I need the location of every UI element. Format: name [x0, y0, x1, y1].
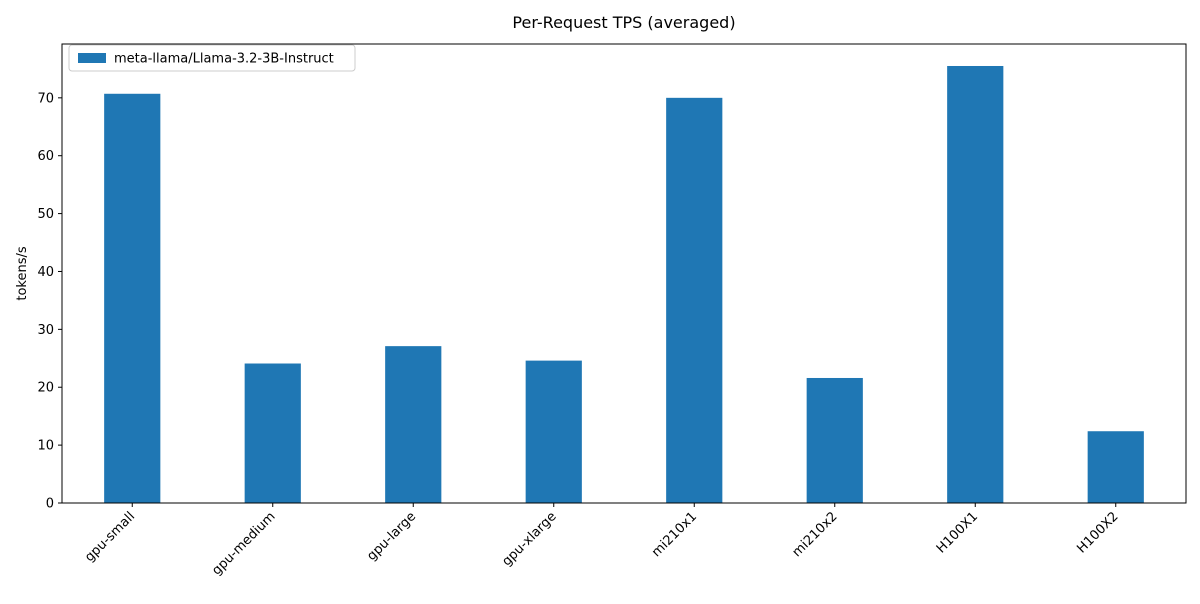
bar-gpu-small: [104, 93, 161, 503]
x-tick-label-gpu-medium: gpu-medium: [209, 509, 278, 578]
x-tick-label-H100X1: H100X1: [934, 509, 981, 556]
y-tick-label: 50: [37, 207, 54, 222]
plot-frame: [61, 43, 1187, 504]
bar-mi210x2: [806, 377, 863, 503]
y-tick-label: 60: [37, 149, 54, 164]
x-axis: gpu-small gpu-medium gpu-large gpu-xlarge mi…: [82, 503, 1122, 578]
legend-swatch: [78, 53, 106, 63]
y-tick-label: 40: [37, 265, 54, 280]
x-tick-label-gpu-large: gpu-large: [364, 509, 419, 564]
y-tick-label: 30: [37, 323, 54, 338]
legend-box: [68, 44, 356, 72]
y-axis-label: tokens/s: [15, 246, 30, 301]
chart-title: Per-Request TPS (averaged): [512, 13, 735, 32]
bars-group: [104, 65, 1144, 503]
x-tick-label-gpu-small: gpu-small: [82, 509, 138, 565]
y-tick-label: 10: [37, 439, 54, 454]
bar-mi210x1: [666, 97, 723, 503]
x-tick-label-mi210x1: mi210x1: [649, 509, 700, 560]
x-tick-label-mi210x2: mi210x2: [790, 509, 841, 560]
legend: meta-llama/Llama-3.2-3B-Instruct: [68, 44, 356, 72]
bar-gpu-medium: [244, 363, 301, 503]
x-tick-label-gpu-xlarge: gpu-xlarge: [499, 509, 559, 569]
y-tick-label: 0: [46, 497, 54, 512]
bar-H100X2: [1087, 431, 1144, 503]
y-tick-label: 20: [37, 381, 54, 396]
y-axis: 0 10 20 30 40 50 60 70: [37, 91, 62, 512]
x-tick-label-H100X2: H100X2: [1074, 509, 1121, 556]
bar-H100X1: [947, 65, 1004, 503]
legend-label: meta-llama/Llama-3.2-3B-Instruct: [114, 52, 334, 67]
bar-gpu-large: [385, 346, 442, 503]
y-tick-label: 70: [37, 91, 54, 106]
bar-gpu-xlarge: [525, 360, 582, 503]
